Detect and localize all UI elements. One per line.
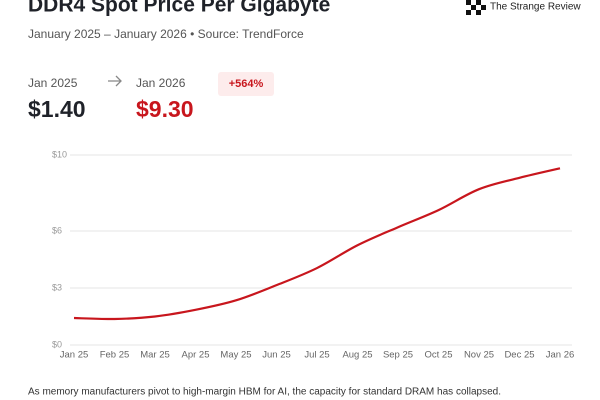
brand: The Strange Review: [490, 2, 581, 13]
x-tick-label: Mar 25: [140, 350, 170, 361]
x-tick-label: May 25: [220, 350, 251, 361]
x-tick-label: Jul 25: [304, 350, 329, 361]
y-tick-label: $0: [52, 339, 62, 349]
end-label: Jan 2026: [136, 76, 186, 90]
line: [73, 167, 561, 321]
y-tick-label: $6: [52, 225, 62, 235]
x-tick-label: Apr 25: [182, 350, 210, 361]
x-tick-label: Jan 26: [546, 350, 575, 361]
arrow: [108, 75, 122, 87]
x-tick-label: Dec 25: [504, 350, 534, 361]
subtitle: January 2025 – January 2026 • Source: Tr…: [28, 27, 304, 41]
x-tick-label: Feb 25: [100, 350, 130, 361]
x-tick-label: Jan 25: [60, 350, 89, 361]
start-label: Jan 2025: [28, 76, 78, 90]
x-tick-label: Jun 25: [262, 350, 291, 361]
y-tick-label: $3: [52, 282, 62, 292]
plot: $0 $3 $6 $10 Jan 25 Feb 25 Mar 25 Apr 25 May 25 J…: [52, 149, 574, 360]
change: +564%: [229, 78, 264, 90]
x-tick-label: Sep 25: [383, 350, 413, 361]
x-tick-label: Nov 25: [464, 350, 494, 361]
footer-text: As memory manufacturers pivot to high-ma…: [28, 387, 501, 398]
start-value: $1.40: [28, 96, 86, 122]
change-badge: [218, 72, 274, 96]
end-value: $9.30: [136, 96, 194, 122]
x-tick-label: Aug 25: [342, 350, 372, 361]
y-tick-label: $10: [52, 149, 67, 159]
x-tick-label: Oct 25: [425, 350, 453, 361]
title: DDR4 Spot Price Per Gigabyte: [28, 0, 330, 17]
brand-logo: [466, 0, 486, 15]
